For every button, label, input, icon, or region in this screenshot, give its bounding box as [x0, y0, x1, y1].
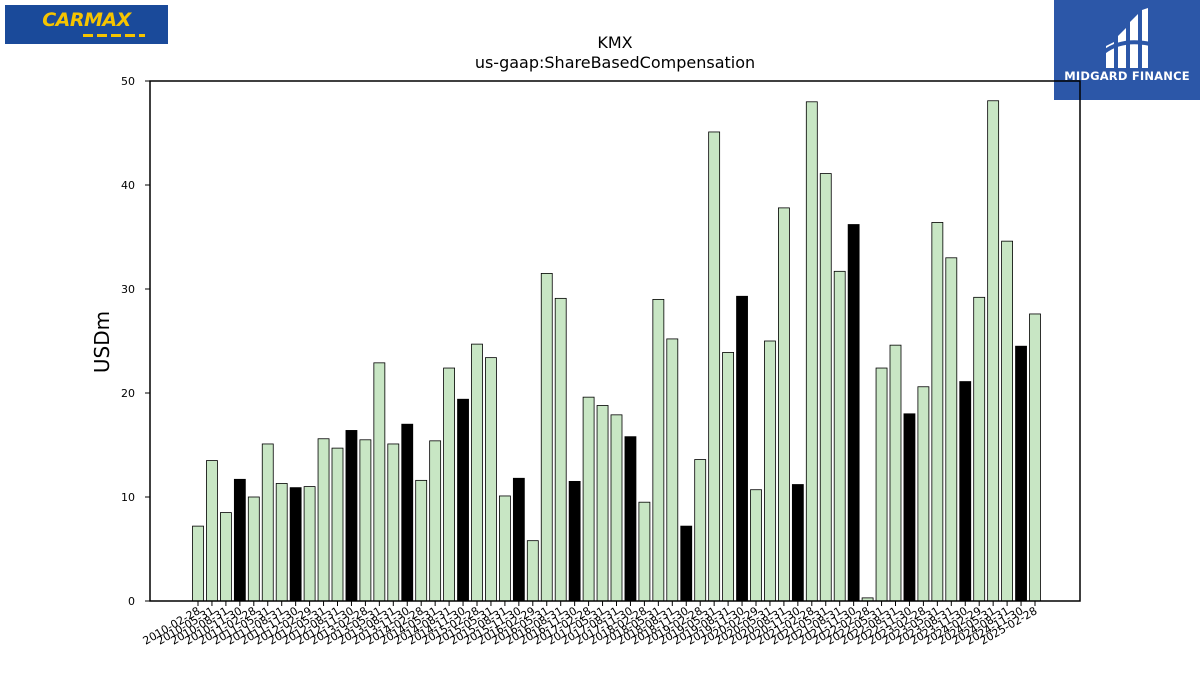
y-tick-label-50: 50 — [121, 75, 135, 88]
bar-2021-11-30 — [847, 224, 860, 602]
bar-2021-08-31 — [833, 270, 846, 602]
bar-2017-11-30 — [624, 436, 637, 602]
bar-2020-11-30 — [791, 484, 804, 602]
bar-2019-02-28 — [694, 459, 707, 602]
bar-2010-11-30 — [233, 478, 246, 602]
chart-title: KMX — [597, 33, 632, 52]
bar-2022-08-31 — [889, 344, 902, 602]
bar-2022-05-31 — [875, 367, 888, 602]
bar-2014-05-31 — [429, 440, 442, 602]
bar-2020-05-31 — [764, 340, 776, 602]
y-tick-label-10: 10 — [121, 491, 135, 504]
y-axis-label: USDm — [90, 311, 114, 373]
y-tick-label-30: 30 — [121, 283, 135, 296]
bar-2020-02-29 — [750, 489, 762, 602]
bar-2015-08-31 — [498, 495, 511, 602]
bar-2023-02-28 — [917, 386, 930, 602]
bar-2012-02-29 — [303, 486, 316, 602]
bar-2019-08-31 — [722, 352, 734, 602]
bar-2023-05-31 — [931, 222, 944, 602]
bar-2024-05-31 — [987, 100, 1000, 602]
chart-subtitle: us-gaap:ShareBasedCompensation — [475, 53, 755, 72]
bar-2016-02-29 — [526, 540, 539, 602]
carmax-logo-dashes — [83, 34, 145, 37]
x-axis-ticks: 2010-02-282010-05-312010-08-312010-11-30… — [141, 601, 1040, 648]
bar-series — [192, 100, 1041, 602]
carmax-logo-text: CARMAX — [42, 9, 131, 31]
bar-2010-02-28 — [192, 525, 204, 602]
bar-2013-11-30 — [401, 423, 414, 602]
bar-2015-11-30 — [512, 477, 525, 602]
bar-2012-05-31 — [317, 438, 330, 602]
bar-2014-08-31 — [443, 367, 456, 602]
bar-2024-02-29 — [973, 296, 986, 602]
bar-2015-02-28 — [471, 343, 483, 602]
y-tick-label-0: 0 — [128, 595, 135, 608]
bar-2019-05-31 — [708, 131, 721, 602]
bar-2016-05-31 — [540, 272, 553, 602]
bar-2012-08-31 — [331, 447, 344, 602]
midgard-finance-logo-text: MIDGARD FINANCE — [1064, 69, 1190, 83]
bar-2019-11-30 — [736, 295, 748, 602]
bar-2018-11-30 — [680, 525, 693, 602]
bar-2021-02-28 — [805, 101, 818, 602]
bar-2014-11-30 — [457, 398, 469, 602]
bar-2025-02-28 — [1029, 313, 1041, 602]
bar-2011-08-31 — [275, 483, 288, 602]
bar-2023-08-31 — [945, 257, 958, 602]
bar-2015-05-31 — [485, 357, 497, 602]
bar-2018-05-31 — [652, 298, 665, 602]
bar-2018-08-31 — [666, 338, 679, 602]
midgard-finance-logo: MIDGARD FINANCE — [1054, 0, 1200, 100]
y-axis-ticks: 0 10 20 30 40 50 — [121, 75, 150, 608]
bar-2013-05-31 — [373, 362, 386, 602]
carmax-logo: CARMAX — [5, 5, 168, 44]
y-tick-label-40: 40 — [121, 179, 135, 192]
bar-2011-02-28 — [247, 496, 260, 602]
bar-2011-05-31 — [261, 443, 274, 602]
bar-2014-02-28 — [415, 479, 428, 602]
y-tick-label-20: 20 — [121, 387, 135, 400]
bar-2017-02-28 — [582, 396, 595, 602]
bar-2013-08-31 — [387, 443, 400, 602]
bar-2012-11-30 — [345, 430, 358, 602]
bar-2018-02-28 — [638, 501, 651, 602]
bar-2013-02-28 — [359, 439, 372, 602]
bar-2020-08-31 — [778, 207, 790, 602]
bar-2011-11-30 — [289, 487, 302, 602]
bar-2021-05-31 — [819, 173, 832, 602]
bar-2016-11-30 — [568, 480, 581, 602]
bar-2022-11-30 — [903, 413, 916, 602]
bar-2024-11-30 — [1015, 345, 1027, 602]
midgard-mark-icon — [1102, 8, 1151, 68]
bar-2010-05-31 — [206, 460, 218, 602]
plot-frame — [149, 80, 1081, 602]
bar-2023-11-30 — [959, 381, 972, 602]
bar-2024-08-31 — [1001, 240, 1013, 602]
bar-2010-08-31 — [219, 512, 232, 602]
bar-2016-08-31 — [554, 297, 567, 602]
bar-2017-05-31 — [596, 405, 609, 602]
bar-2017-08-31 — [610, 414, 623, 602]
